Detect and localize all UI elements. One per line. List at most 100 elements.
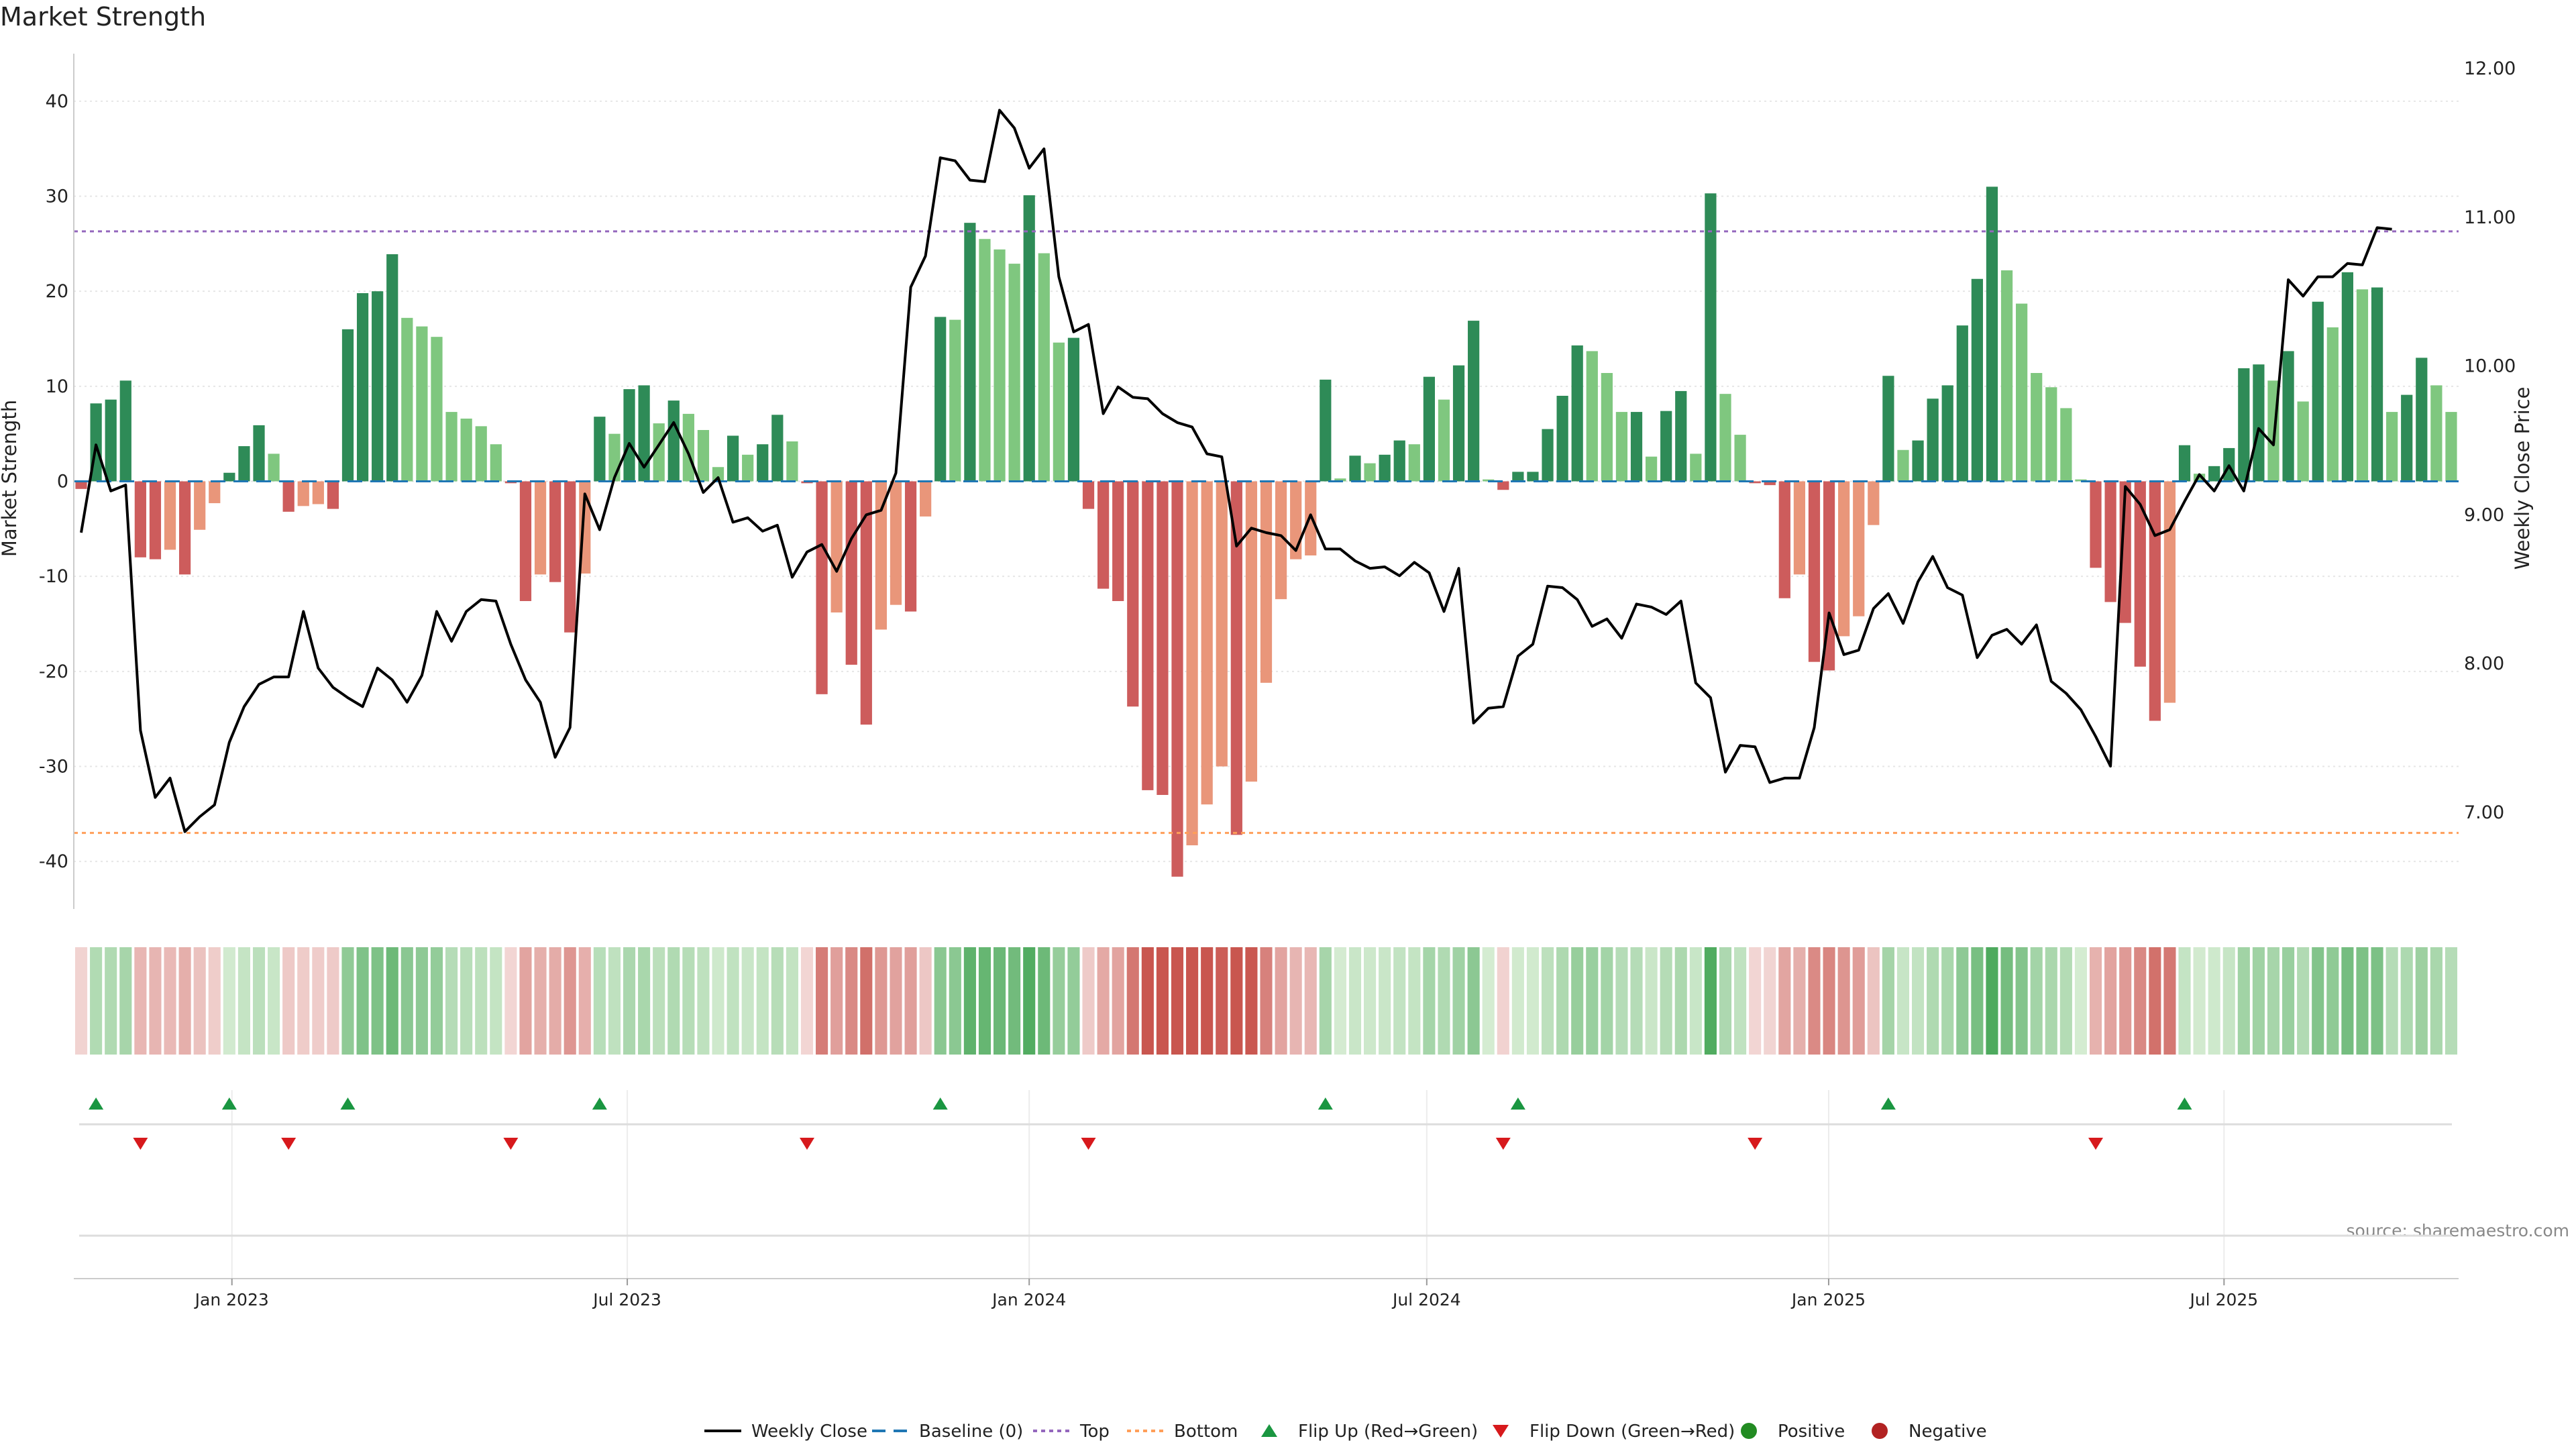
legend-item: Weekly Close bbox=[704, 1421, 867, 1442]
strength-bar bbox=[460, 419, 472, 482]
strength-bar bbox=[1868, 481, 1880, 525]
strength-bar bbox=[1379, 454, 1391, 482]
heat-cell bbox=[1571, 947, 1584, 1055]
heat-cell bbox=[1556, 947, 1569, 1055]
y-tick-label: -40 bbox=[39, 851, 68, 872]
strength-bar bbox=[1542, 429, 1554, 482]
legend-negative-swatch bbox=[1872, 1423, 1888, 1439]
strength-bar bbox=[312, 481, 324, 504]
strength-bar bbox=[209, 481, 221, 504]
heat-cell bbox=[386, 947, 398, 1055]
flip-up-marker bbox=[592, 1097, 607, 1110]
heat-cell bbox=[549, 947, 561, 1055]
strength-bar bbox=[845, 481, 857, 665]
x-tick-label: Jan 2025 bbox=[1790, 1290, 1866, 1309]
heat-cell bbox=[341, 947, 354, 1055]
heat-cell bbox=[1423, 947, 1436, 1055]
strength-bar bbox=[1645, 456, 1658, 482]
strength-bar bbox=[890, 481, 902, 605]
flip-down-marker bbox=[1748, 1138, 1763, 1150]
strength-bar bbox=[119, 380, 131, 482]
strength-bar bbox=[1749, 481, 1761, 484]
heat-cell bbox=[1319, 947, 1332, 1055]
strength-bar bbox=[356, 293, 369, 482]
strength-bar bbox=[1053, 342, 1065, 482]
heat-cell bbox=[1704, 947, 1717, 1055]
y-tick-label: -20 bbox=[39, 661, 68, 682]
strength-bar bbox=[934, 317, 947, 482]
heat-cell bbox=[2178, 947, 2191, 1055]
strength-bar bbox=[1393, 440, 1405, 482]
heat-cell bbox=[460, 947, 473, 1055]
heat-cell bbox=[2326, 947, 2339, 1055]
strength-bar bbox=[1275, 481, 1287, 600]
strength-bar bbox=[2341, 272, 2354, 482]
heat-cell bbox=[623, 947, 636, 1055]
heat-cell bbox=[1956, 947, 1969, 1055]
strength-bar bbox=[757, 444, 769, 482]
strength-bar bbox=[1364, 463, 1376, 482]
heat-cell bbox=[297, 947, 310, 1055]
heat-cell bbox=[208, 947, 221, 1055]
strength-bar bbox=[1793, 481, 1806, 575]
strength-bar bbox=[327, 481, 339, 509]
heat-cell bbox=[178, 947, 191, 1055]
flip-up-marker bbox=[2177, 1097, 2192, 1110]
strength-bar bbox=[431, 337, 443, 482]
heat-cell bbox=[268, 947, 280, 1055]
heat-cell bbox=[1334, 947, 1346, 1055]
flip-markers bbox=[79, 1090, 2452, 1279]
legend-item: Flip Down (Green→Red) bbox=[1493, 1421, 1735, 1442]
heat-cell bbox=[2015, 947, 2028, 1055]
axes: -40 -30 -20 -10 0 10 20 30 40 7.00 8.00 9.00 10.00 11… bbox=[39, 54, 2516, 909]
heat-cell bbox=[2119, 947, 2132, 1055]
source-note: source: sharemaestro.com bbox=[2347, 1221, 2570, 1240]
flip-up-marker bbox=[1510, 1097, 1525, 1110]
heat-cell bbox=[1674, 947, 1687, 1055]
strength-bar bbox=[712, 467, 724, 482]
heat-cell bbox=[164, 947, 176, 1055]
strength-bar bbox=[653, 423, 665, 482]
heat-cell bbox=[1348, 947, 1362, 1055]
strength-bar bbox=[2356, 289, 2369, 482]
heat-cell bbox=[816, 947, 828, 1055]
heat-cell bbox=[1586, 947, 1599, 1055]
strength-bar bbox=[1157, 481, 1169, 795]
heat-cell bbox=[1112, 947, 1124, 1055]
heat-cell bbox=[2356, 947, 2369, 1055]
strength-bar bbox=[623, 389, 635, 482]
heat-cell bbox=[282, 947, 295, 1055]
heat-cell bbox=[1497, 947, 1509, 1055]
legend-positive-swatch bbox=[1741, 1423, 1757, 1439]
strength-bar bbox=[1882, 376, 1894, 482]
strength-bar bbox=[1571, 345, 1583, 482]
heat-cell bbox=[1778, 947, 1791, 1055]
close-series bbox=[80, 109, 2392, 833]
heat-cell bbox=[741, 947, 754, 1055]
strength-bar bbox=[534, 481, 547, 575]
flip-down-marker bbox=[2088, 1138, 2104, 1150]
strength-bar bbox=[2445, 412, 2457, 482]
strength-bar bbox=[1186, 481, 1198, 846]
strength-bar bbox=[1941, 385, 1953, 482]
heat-cell bbox=[312, 947, 325, 1055]
strength-bar bbox=[1719, 394, 1731, 482]
strength-bar bbox=[2045, 387, 2057, 482]
strength-bar bbox=[1927, 398, 1939, 482]
heat-cell bbox=[327, 947, 339, 1055]
strength-bar bbox=[1008, 264, 1020, 482]
flip-down-marker bbox=[1495, 1138, 1511, 1150]
heat-cell bbox=[682, 947, 695, 1055]
heat-cell bbox=[223, 947, 235, 1055]
strength-bar bbox=[1764, 481, 1776, 486]
strength-bar bbox=[490, 444, 502, 482]
heat-cell bbox=[978, 947, 991, 1055]
heat-cell bbox=[1260, 947, 1273, 1055]
strength-bar bbox=[268, 453, 280, 482]
legend-label: Weekly Close bbox=[751, 1421, 867, 1442]
heat-cell bbox=[993, 947, 1006, 1055]
heat-cell bbox=[2282, 947, 2295, 1055]
heat-cell bbox=[2371, 947, 2383, 1055]
strength-bar bbox=[2282, 351, 2294, 482]
heat-cell bbox=[727, 947, 739, 1055]
